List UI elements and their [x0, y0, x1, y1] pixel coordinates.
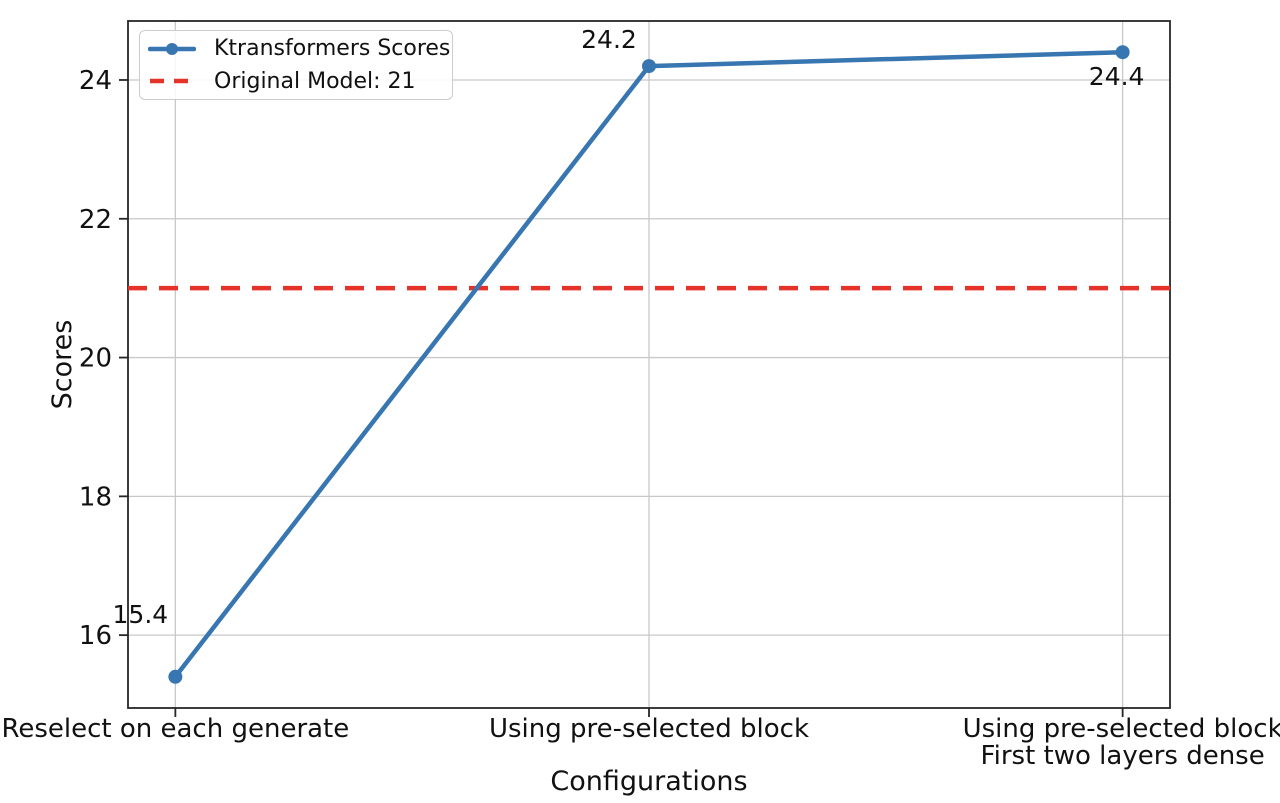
- legend-item-ktransformers-scores: Ktransformers Scores: [148, 35, 450, 63]
- y-axis-label: Scores: [47, 320, 78, 410]
- chart-legend: Ktransformers Scores Original Model: 21: [139, 30, 453, 100]
- blue-line-marker-swatch: [148, 42, 196, 55]
- x-tick-label: Reselect on each generate: [1, 714, 349, 744]
- red-dashed-line-swatch: [150, 79, 194, 84]
- x-axis-label: Configurations: [550, 766, 747, 797]
- legend-label-reference: Original Model: 21: [214, 68, 416, 94]
- point-value-label: 24.4: [1089, 62, 1145, 91]
- y-tick-label: 16: [79, 621, 112, 651]
- x-tick-label: Using pre-selected block First two layers…: [963, 714, 1280, 771]
- legend-label-series: Ktransformers Scores: [214, 36, 451, 62]
- point-value-label: 15.4: [113, 600, 169, 629]
- y-tick-label: 22: [79, 205, 112, 235]
- data-point-marker: [168, 669, 183, 684]
- data-point-marker: [642, 59, 656, 74]
- y-tick-label: 24: [79, 66, 112, 96]
- y-tick-label: 20: [79, 344, 112, 374]
- legend-item-original-model: Original Model: 21: [148, 68, 442, 96]
- data-point-marker: [1115, 45, 1130, 60]
- x-tick-label: Using pre-selected block: [489, 714, 809, 744]
- point-value-label: 24.2: [581, 25, 637, 54]
- y-tick-label: 18: [79, 482, 112, 512]
